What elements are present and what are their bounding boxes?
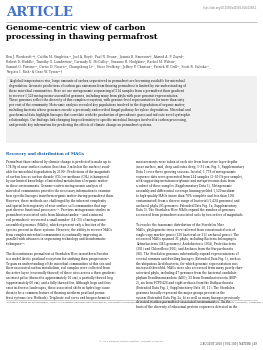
Text: 2 AUGUST 2018 | VOL 560 | NATURE | 49: 2 AUGUST 2018 | VOL 560 | NATURE | 49 — [200, 342, 257, 346]
Text: Ben J. Woodcroft¹²†, Caitlin M. Singleton¹², Joel A. Boyd¹, Paul N. Evans¹, Joan: Ben J. Woodcroft¹²†, Caitlin M. Singleto… — [6, 55, 210, 74]
Text: https://doi.org/10.1038/s41586-018-0338-1: https://doi.org/10.1038/s41586-018-0338-… — [203, 6, 257, 10]
Text: measurements were taken at each site from four active layer depths
(near surface: measurements were taken at each site fro… — [136, 160, 244, 309]
Text: ARTICLE: ARTICLE — [6, 6, 73, 19]
Text: ¹Nutrition Centre for Ecogenomics, School of Chemistry and Molecular Biosciences: ¹Nutrition Centre for Ecogenomics, Schoo… — [6, 302, 263, 304]
Text: Permafrost thaw induced by climate change is predicted to make up to
174 Pg of n: Permafrost thaw induced by climate chang… — [6, 160, 116, 300]
Text: As global temperatures rise, large amounts of carbon sequestered in permafrost a: As global temperatures rise, large amoun… — [9, 79, 191, 127]
Text: Genome-centric view of carbon
processing in thawing permafrost: Genome-centric view of carbon processing… — [6, 24, 158, 41]
Text: Recovery and distribution of MAGs: Recovery and distribution of MAGs — [6, 152, 84, 156]
Text: © 2018 Springer Nature Limited. All rights reserved.: © 2018 Springer Nature Limited. All righ… — [99, 340, 163, 342]
FancyBboxPatch shape — [6, 76, 257, 143]
